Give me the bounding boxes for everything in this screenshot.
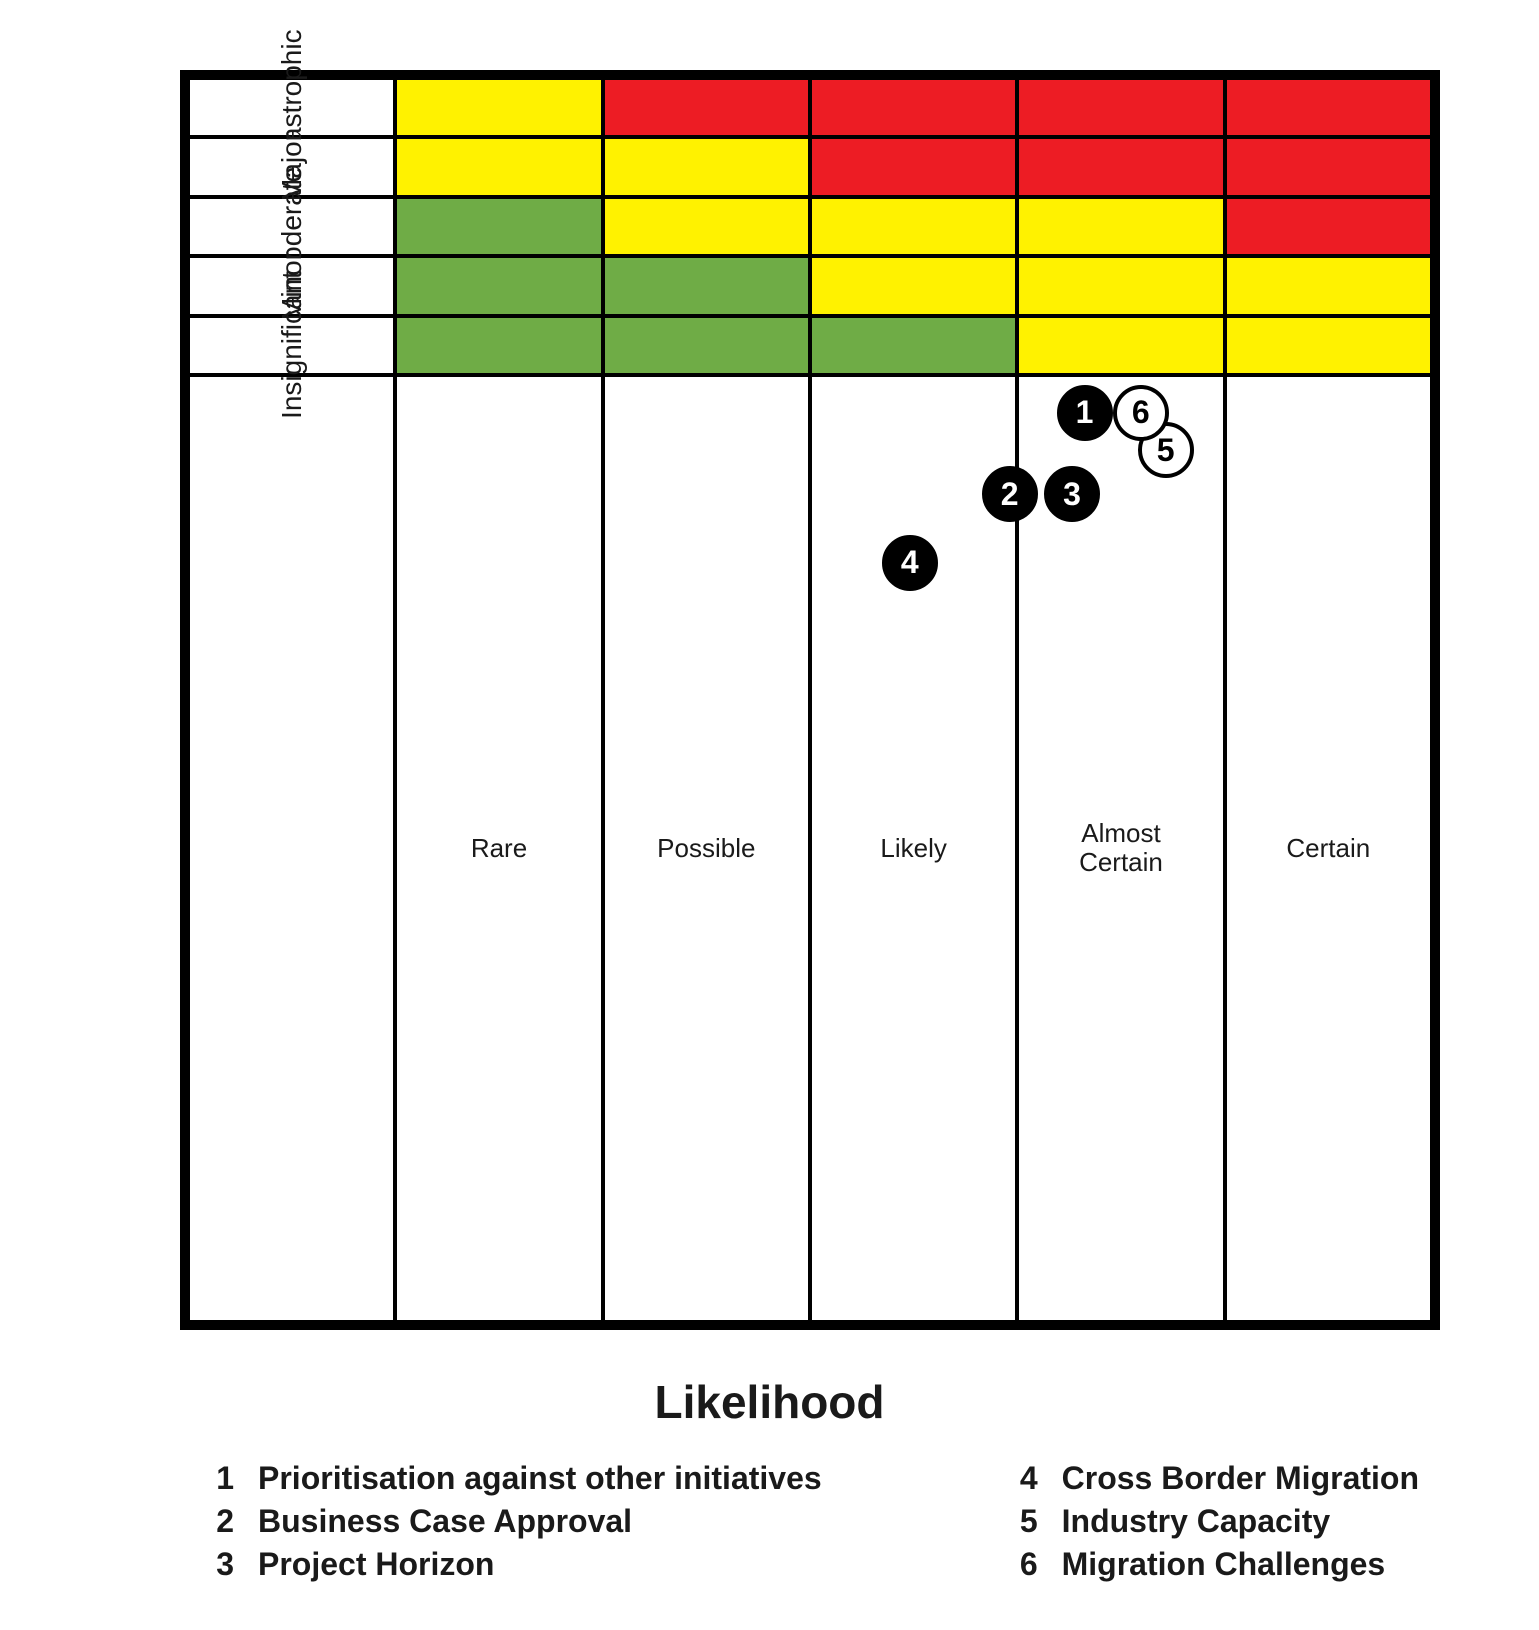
risk-cell [1225,137,1432,196]
legend-label: Migration Challenges [1062,1546,1386,1583]
legend-label: Business Case Approval [258,1503,632,1540]
risk-cell [603,78,810,137]
risk-cell [395,78,602,137]
risk-matrix: CatastrophicMajorModerateMinorInsignific… [180,70,1440,1330]
legend-num: 6 [1014,1546,1038,1583]
risk-cell [1225,256,1432,315]
risk-cell [603,137,810,196]
risk-matrix-page: Consequence CatastrophicMajorModerateMin… [0,0,1539,1630]
legend-item: 1 Prioritisation against other initiative… [210,1460,822,1497]
y-label: Insignificant [276,271,308,419]
risk-cell [395,137,602,196]
risk-cell [1017,197,1224,256]
risk-cell [603,197,810,256]
risk-cell [395,316,602,375]
risk-cell [1225,316,1432,375]
risk-cell [603,256,810,315]
risk-cell [810,197,1017,256]
legend-label: Prioritisation against other initiatives [258,1460,822,1497]
legend-num: 4 [1014,1460,1038,1497]
x-axis-title: Likelihood [0,1375,1539,1429]
risk-cell [810,256,1017,315]
legend-label: Project Horizon [258,1546,494,1583]
risk-cell [1225,197,1432,256]
x-label-cell: Likely [810,375,1017,1322]
legend-num: 1 [210,1460,234,1497]
y-label-cell: Catastrophic [188,78,395,137]
risk-dot-2: 2 [982,466,1038,522]
risk-cell [1017,78,1224,137]
x-label-cell: Rare [395,375,602,1322]
risk-cell [810,137,1017,196]
risk-dot-1: 1 [1057,385,1113,441]
risk-dot-6: 6 [1113,385,1169,441]
legend-item: 6 Migration Challenges [1014,1546,1419,1583]
legend-item: 4 Cross Border Migration [1014,1460,1419,1497]
legend-label: Industry Capacity [1062,1503,1331,1540]
x-label-cell: Possible [603,375,810,1322]
corner-cell [188,375,395,1322]
risk-dot-4: 4 [882,535,938,591]
y-label-cell: Moderate [188,197,395,256]
legend-item: 2 Business Case Approval [210,1503,822,1540]
risk-cell [1017,256,1224,315]
risk-cell [395,197,602,256]
legend-label: Cross Border Migration [1062,1460,1419,1497]
legend-num: 3 [210,1546,234,1583]
risk-cell [810,316,1017,375]
legend-column: 1 Prioritisation against other initiative… [210,1460,822,1583]
legend-num: 5 [1014,1503,1038,1540]
risk-matrix-table: CatastrophicMajorModerateMinorInsignific… [186,76,1434,1324]
legend: 1 Prioritisation against other initiative… [210,1460,1419,1583]
y-label-cell: Insignificant [188,316,395,375]
risk-cell [1017,316,1224,375]
legend-column: 4 Cross Border Migration 5 Industry Capacit… [1014,1460,1419,1583]
legend-item: 5 Industry Capacity [1014,1503,1419,1540]
risk-cell [1225,78,1432,137]
risk-cell [1017,137,1224,196]
x-label-cell: Certain [1225,375,1432,1322]
legend-num: 2 [210,1503,234,1540]
risk-cell [810,78,1017,137]
risk-dot-3: 3 [1044,466,1100,522]
x-label-cell: AlmostCertain [1017,375,1224,1322]
legend-item: 3 Project Horizon [210,1546,822,1583]
risk-cell [603,316,810,375]
risk-cell [395,256,602,315]
